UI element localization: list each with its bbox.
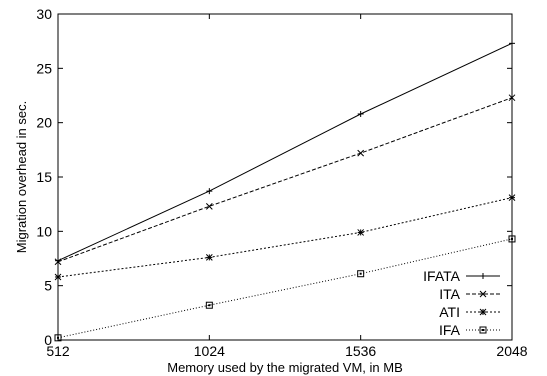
data-point-ifata <box>509 40 515 47</box>
legend-marker <box>479 308 487 316</box>
legend-marker <box>480 273 486 279</box>
series-ita <box>54 94 516 266</box>
legend-item-ifa: IFA <box>439 322 500 338</box>
legend-label: IFATA <box>423 268 460 284</box>
x-tick-label: 1024 <box>194 343 225 359</box>
legend-item-ati: ATI <box>439 304 500 320</box>
data-point-ifa <box>54 334 62 342</box>
legend-item-ita: ITA <box>439 286 500 302</box>
y-axis-label: Migration overhead in sec. <box>14 101 29 253</box>
y-tick-label: 25 <box>36 60 52 76</box>
y-tick-label: 15 <box>36 169 52 185</box>
x-tick-label: 1536 <box>345 343 376 359</box>
data-point-ita <box>54 258 62 266</box>
y-tick-label: 0 <box>44 332 52 348</box>
data-point-ita <box>508 94 516 102</box>
legend-label: IFA <box>439 322 461 338</box>
data-point-ifa <box>508 235 516 243</box>
x-tick-label: 512 <box>46 343 70 359</box>
data-point-ita <box>357 149 365 157</box>
data-point-ita <box>205 202 213 210</box>
series-line-ati <box>57 197 513 278</box>
y-tick-label: 30 <box>36 6 52 22</box>
series-ati <box>54 194 516 281</box>
legend-label: ITA <box>439 286 460 302</box>
series-line-ifata <box>57 42 513 262</box>
data-point-ati <box>205 254 213 261</box>
y-axis-ticks: 0 5 10 15 20 25 30 <box>36 6 512 348</box>
y-tick-label: 10 <box>36 223 52 239</box>
legend-label: ATI <box>439 304 460 320</box>
data-point-ati <box>357 229 365 236</box>
legend-marker <box>479 326 487 334</box>
data-point-ifata <box>357 110 364 117</box>
series-line-ita <box>57 97 513 263</box>
x-tick-label: 2048 <box>496 343 527 359</box>
data-point-ifata <box>206 188 213 195</box>
data-point-ifa <box>205 301 213 309</box>
data-point-ati <box>54 273 62 281</box>
legend: IFATA ITA ATI IFA <box>423 268 500 338</box>
data-point-ifa <box>357 270 365 278</box>
legend-item-ifata: IFATA <box>423 268 500 284</box>
y-tick-label: 20 <box>36 115 52 131</box>
x-axis-label: Memory used by the migrated VM, in MB <box>167 360 403 375</box>
series-line-ifa <box>57 238 513 339</box>
legend-marker <box>479 290 487 298</box>
series-layer <box>54 40 516 342</box>
x-axis-ticks: 512 1024 1536 2048 <box>46 14 528 359</box>
series-ifata <box>55 40 515 264</box>
y-tick-label: 5 <box>44 278 52 294</box>
series-ifa <box>54 235 516 342</box>
data-point-ati <box>508 194 516 202</box>
